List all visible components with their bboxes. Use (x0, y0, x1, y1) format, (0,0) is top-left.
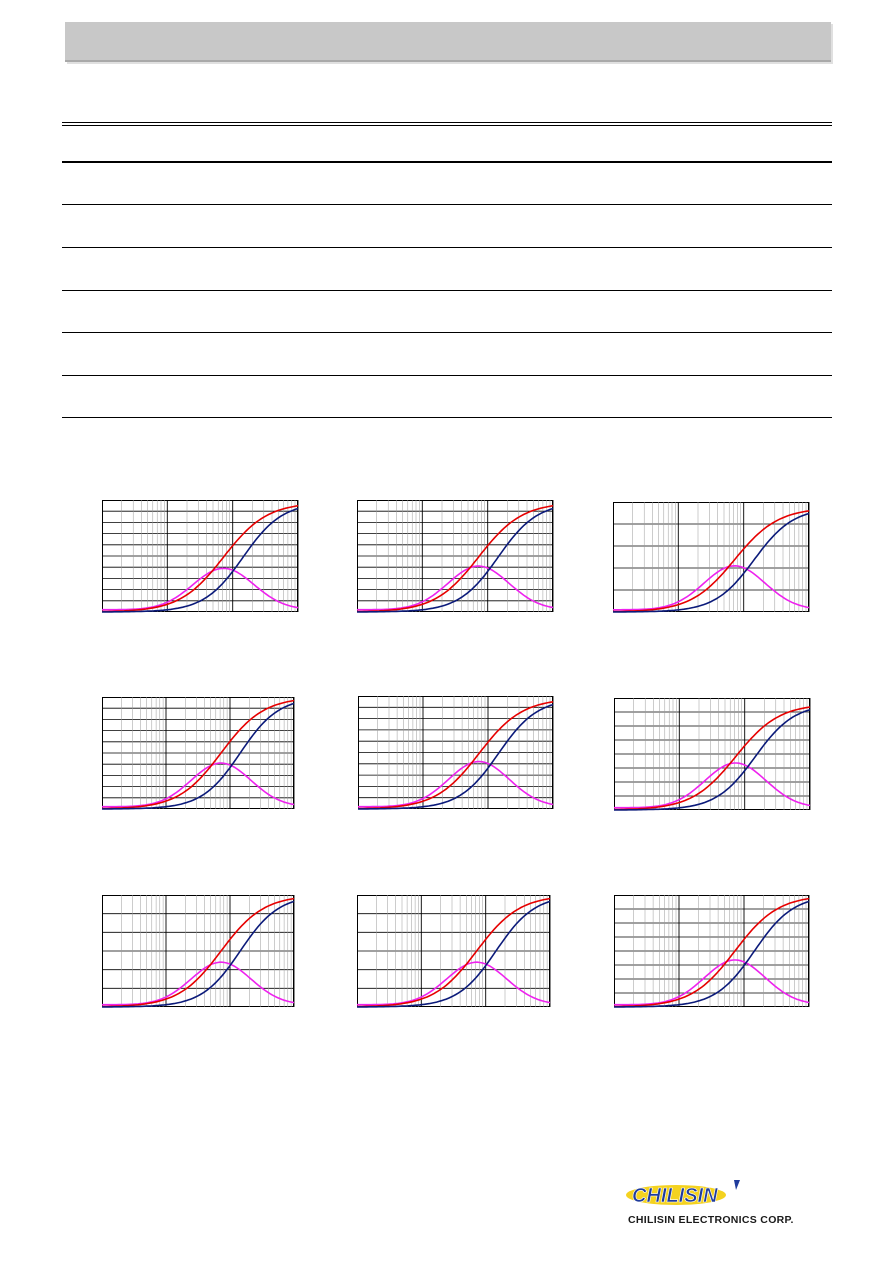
table-top-rule (62, 122, 832, 123)
table-top-rule-2 (62, 125, 832, 126)
series-curve-red (356, 897, 551, 1008)
table-header-rule (62, 161, 832, 163)
series-curve-magenta (102, 567, 299, 611)
series-curve-magenta (358, 760, 554, 808)
series-curve-red (101, 504, 299, 613)
chart-frame (613, 502, 809, 612)
series-curve-red (101, 897, 295, 1008)
series-curve-navy (357, 900, 551, 1008)
table-row-divider (62, 204, 832, 205)
series-curve-red (613, 510, 810, 613)
series-curve-magenta (102, 961, 295, 1006)
series-curve-navy (613, 512, 810, 613)
impedance-chart-6 (614, 698, 844, 828)
table-bottom-rule (62, 417, 832, 418)
series-curve-red (614, 706, 811, 811)
series-curve-navy (614, 708, 811, 811)
company-name: CHILISIN ELECTRONICS CORP. (628, 1214, 794, 1226)
company-logo: CHILISIN CHILISIN ELECTRONICS CORP. (624, 1176, 834, 1232)
table-row-divider (62, 332, 832, 333)
series-curve-navy (102, 702, 295, 810)
impedance-chart-2 (356, 500, 587, 630)
table-row-divider (62, 290, 832, 291)
series-curve-magenta (613, 564, 810, 611)
series-curve-magenta (614, 762, 811, 809)
series-curve-magenta (357, 565, 554, 611)
series-curve-magenta (102, 762, 295, 808)
chilisin-logo-icon: CHILISIN (626, 1180, 740, 1207)
series-curve-navy (102, 900, 295, 1008)
series-curve-magenta (614, 959, 810, 1006)
series-curve-navy (358, 703, 554, 810)
impedance-chart-7 (101, 895, 332, 1025)
impedance-chart-1 (101, 500, 332, 630)
series-curve-red (101, 699, 295, 810)
series-curve-navy (102, 507, 299, 613)
svg-text:CHILISIN: CHILISIN (632, 1185, 718, 1207)
impedance-chart-4 (101, 697, 332, 827)
table-row-divider (62, 375, 832, 376)
impedance-chart-8 (356, 895, 587, 1025)
series-curve-red (613, 897, 810, 1008)
series-curve-magenta (357, 961, 551, 1006)
series-curve-navy (357, 507, 554, 613)
impedance-chart-3 (613, 502, 843, 632)
series-curve-navy (614, 900, 810, 1008)
series-curve-red (356, 504, 554, 613)
table-row-divider (62, 247, 832, 248)
impedance-chart-9 (613, 895, 844, 1025)
spec-table (62, 120, 832, 420)
impedance-chart-5 (357, 696, 588, 826)
series-curve-red (357, 701, 554, 810)
page-header-bar (65, 22, 831, 62)
